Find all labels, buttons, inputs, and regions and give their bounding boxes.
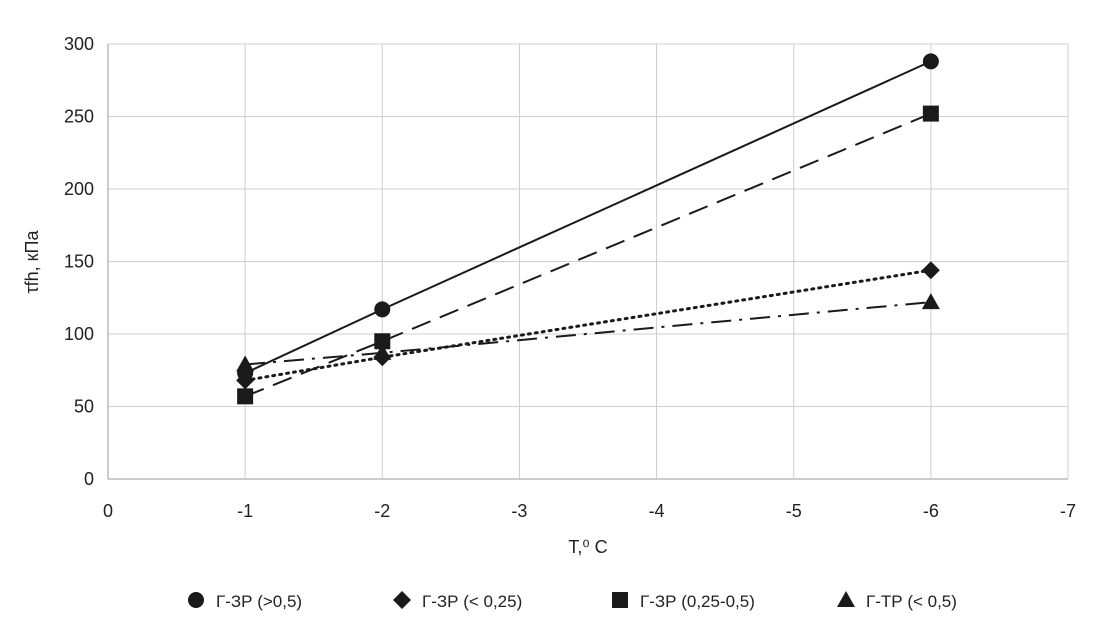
legend-item-2: Г-ЗР (< 0,25) (393, 591, 522, 611)
x-tick-label: -1 (237, 501, 253, 521)
series-line-3 (244, 112, 932, 398)
y-axis-title: τfh, кПа (22, 230, 42, 294)
data-markers (236, 53, 940, 405)
series-line-4 (245, 301, 931, 366)
x-tick-label: -4 (649, 501, 665, 521)
y-tick-label: 0 (84, 469, 94, 489)
data-point-triangle (373, 343, 392, 360)
legend-item-4: Г-ТР (< 0,5) (837, 591, 957, 611)
legend-marker-square (612, 592, 628, 608)
data-point-diamond (921, 261, 940, 280)
data-point-circle (922, 53, 939, 70)
legend: Г-ЗР (>0,5) Г-ЗР (< 0,25) Г-ЗР (0,25-0,5) Г… (188, 591, 957, 611)
data-point-triangle (236, 355, 255, 372)
data-point-square (374, 333, 391, 350)
legend-label: Г-ЗР (< 0,25) (422, 592, 522, 611)
legend-marker-diamond (393, 591, 411, 609)
data-point-diamond (236, 371, 255, 390)
legend-marker-triangle (837, 591, 855, 607)
legend-label: Г-ЗР (>0,5) (216, 592, 302, 611)
x-axis-title: T,⁰ С (568, 537, 607, 557)
legend-marker-circle (188, 592, 204, 608)
y-tick-label: 250 (64, 107, 94, 127)
legend-item-3: Г-ЗР (0,25-0,5) (612, 592, 755, 611)
y-tick-label: 50 (74, 397, 94, 417)
y-tick-label: 300 (64, 34, 94, 54)
x-tick-label: -6 (923, 501, 939, 521)
series-line-1 (244, 60, 932, 375)
x-tick-label: -3 (511, 501, 527, 521)
x-tick-label: -5 (786, 501, 802, 521)
legend-label: Г-ЗР (0,25-0,5) (640, 592, 755, 611)
x-tick-label: -7 (1060, 501, 1076, 521)
x-tick-label: 0 (103, 501, 113, 521)
series-lines (243, 60, 933, 398)
tick-labels: 0 50 100 150 200 250 300 0 -1 -2 -3 -4 -5 -6 -7 (64, 34, 1076, 521)
data-point-square (237, 388, 254, 405)
data-point-square (922, 105, 939, 122)
data-point-circle (374, 301, 391, 318)
y-tick-label: 150 (64, 252, 94, 272)
legend-item-1: Г-ЗР (>0,5) (188, 592, 302, 611)
legend-label: Г-ТР (< 0,5) (866, 592, 957, 611)
y-tick-label: 100 (64, 324, 94, 344)
data-point-triangle (921, 293, 940, 310)
x-tick-label: -2 (374, 501, 390, 521)
y-tick-label: 200 (64, 179, 94, 199)
